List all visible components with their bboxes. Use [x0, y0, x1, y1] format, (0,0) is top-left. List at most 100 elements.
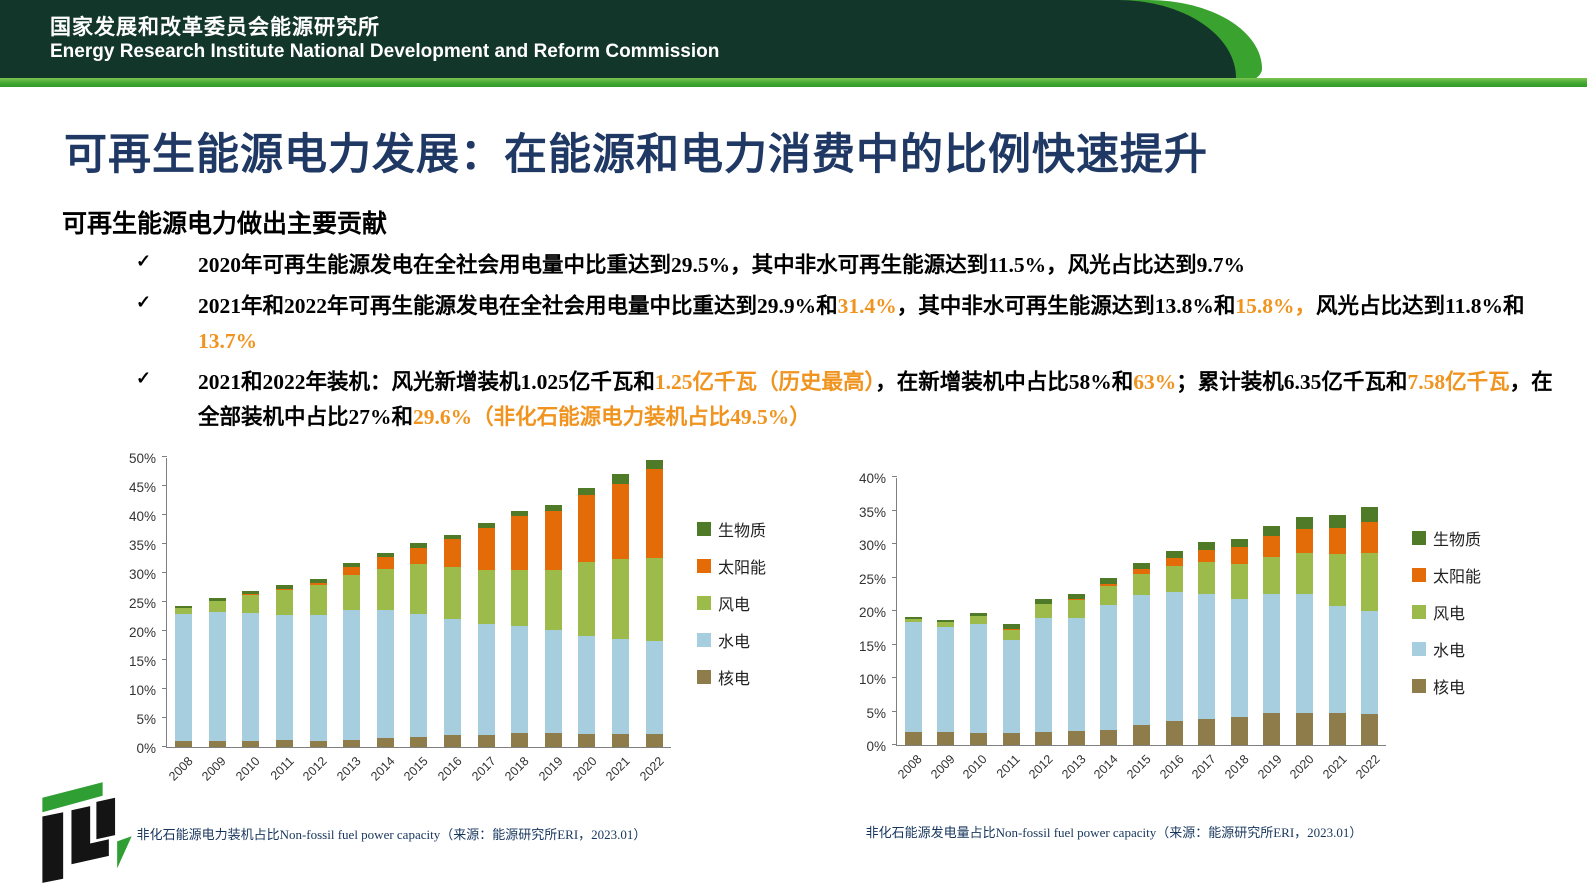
- capacity-share-chart: 0% 5% 10% 15% 20% 25% 30% 35% 40% 45% 50% 2008 2009…: [112, 451, 766, 843]
- segment-生物质: [544, 504, 562, 511]
- stacked-bar-2021: [1328, 514, 1346, 745]
- y-tick-mark: [162, 746, 167, 747]
- segment-生物质: [477, 523, 495, 528]
- stacked-bar-2018: [511, 510, 529, 747]
- segment-太阳能: [1100, 583, 1118, 587]
- segment-太阳能: [410, 547, 428, 565]
- legend-label: 太阳能: [1433, 569, 1482, 586]
- bar-slot: [1190, 478, 1223, 745]
- segment-风电: [645, 557, 663, 641]
- slide-subtitle: 可再生能源电力做出主要贡献: [62, 210, 388, 238]
- y-tick-mark: [162, 630, 167, 631]
- segment-核电: [904, 731, 922, 745]
- x-tick-label: 2010: [233, 754, 263, 784]
- stacked-bar-2018: [1230, 538, 1248, 745]
- segment-风电: [904, 619, 922, 622]
- bar-slot: [167, 458, 201, 747]
- org-name-zh: 国家发展和改革委员会能源研究所: [50, 16, 380, 39]
- y-tick-mark: [162, 572, 167, 573]
- y-tick-mark: [162, 543, 167, 544]
- plain-text: 2021和2022年装机：风光新增装机1.025亿千瓦和: [198, 370, 655, 395]
- stacked-bar-2012: [309, 578, 327, 747]
- segment-水电: [1035, 617, 1053, 732]
- x-tick-label: 2019: [536, 754, 566, 784]
- segment-生物质: [1132, 562, 1150, 569]
- highlight-text: 31.4%: [837, 294, 897, 319]
- segment-风电: [276, 589, 294, 616]
- y-tick-label: 10%: [858, 672, 886, 687]
- stacked-bar-2021: [612, 474, 630, 747]
- y-tick-mark: [162, 485, 167, 486]
- segment-生物质: [175, 606, 193, 609]
- segment-水电: [1132, 594, 1150, 725]
- x-tick-label: 2008: [165, 754, 196, 784]
- segment-水电: [578, 636, 596, 734]
- header-green-stripe: [0, 78, 1587, 87]
- bar-slot: [1060, 478, 1093, 745]
- legend-swatch: [1412, 531, 1426, 545]
- segment-水电: [1100, 605, 1118, 730]
- segment-水电: [544, 630, 562, 734]
- bar-slot: [1125, 478, 1158, 745]
- legend-label: 风电: [718, 597, 751, 614]
- segment-核电: [376, 738, 394, 747]
- stacked-bar-2010: [969, 613, 987, 745]
- y-tick-label: 0%: [866, 739, 886, 754]
- segment-水电: [511, 625, 529, 734]
- chart-caption: 非化石能源电力装机占比Non-fossil fuel power capacit…: [136, 827, 647, 842]
- x-axis: 2008 2009 2010 2011 2012 2013 2014 2015 2016 2017…: [166, 748, 671, 796]
- segment-太阳能: [1035, 603, 1053, 605]
- legend-swatch: [1412, 568, 1426, 582]
- y-tick-label: 50%: [128, 451, 156, 466]
- legend-swatch: [1412, 679, 1426, 693]
- legend-swatch: [1412, 605, 1426, 619]
- segment-太阳能: [1002, 629, 1020, 630]
- y-tick-label: 0%: [136, 741, 156, 756]
- segment-风电: [1230, 564, 1248, 600]
- segment-核电: [1067, 730, 1085, 745]
- segment-风电: [544, 570, 562, 631]
- segment-太阳能: [1295, 529, 1313, 553]
- segment-生物质: [969, 613, 987, 617]
- segment-核电: [511, 733, 529, 747]
- segment-太阳能: [645, 469, 663, 558]
- y-tick-mark: [892, 744, 897, 745]
- legend-swatch: [697, 559, 711, 573]
- segment-风电: [1165, 565, 1183, 593]
- bar-slot: [268, 458, 302, 747]
- stacked-bar-2019: [544, 504, 562, 747]
- stacked-bar-2013: [343, 563, 361, 747]
- segment-核电: [309, 740, 327, 747]
- segment-核电: [1002, 732, 1020, 745]
- segment-太阳能: [511, 516, 529, 570]
- bullet-text: 2021年和2022年可再生能源发电在全社会用电量中比重达到29.9%和31.4…: [198, 289, 1568, 358]
- bar-slot: [503, 458, 537, 747]
- segment-生物质: [1361, 506, 1379, 522]
- segment-生物质: [1295, 517, 1313, 530]
- segment-水电: [1295, 593, 1313, 713]
- segment-生物质: [511, 510, 529, 517]
- segment-风电: [1295, 552, 1313, 594]
- segment-核电: [242, 740, 260, 747]
- y-tick-label: 45%: [128, 480, 156, 495]
- segment-风电: [1361, 553, 1379, 611]
- y-tick-label: 30%: [858, 538, 886, 553]
- bullet-text: 2020年可再生能源发电在全社会用电量中比重达到29.5%，其中非水可再生能源达…: [198, 248, 1245, 282]
- plain-text: ，在新增装机中占比58%和: [875, 370, 1134, 395]
- bar-slot: [301, 458, 335, 747]
- bar-slot: [537, 458, 571, 747]
- segment-核电: [1165, 720, 1183, 745]
- chart-legend: 生物质 太阳能 风电 水电 核电: [697, 458, 766, 748]
- stacked-bar-2012: [1035, 598, 1053, 745]
- highlight-text: 15.8%，: [1235, 294, 1317, 319]
- segment-太阳能: [1263, 535, 1281, 557]
- x-tick-label: 2022: [637, 754, 667, 784]
- x-tick-label: 2014: [1091, 752, 1121, 782]
- y-tick-label: 20%: [858, 605, 886, 620]
- legend-item: 风电: [1412, 600, 1481, 624]
- segment-太阳能: [309, 582, 327, 585]
- legend-swatch: [697, 596, 711, 610]
- x-tick-label: 2020: [1287, 752, 1317, 782]
- x-tick-label: 2018: [502, 754, 533, 784]
- segment-核电: [1100, 729, 1118, 745]
